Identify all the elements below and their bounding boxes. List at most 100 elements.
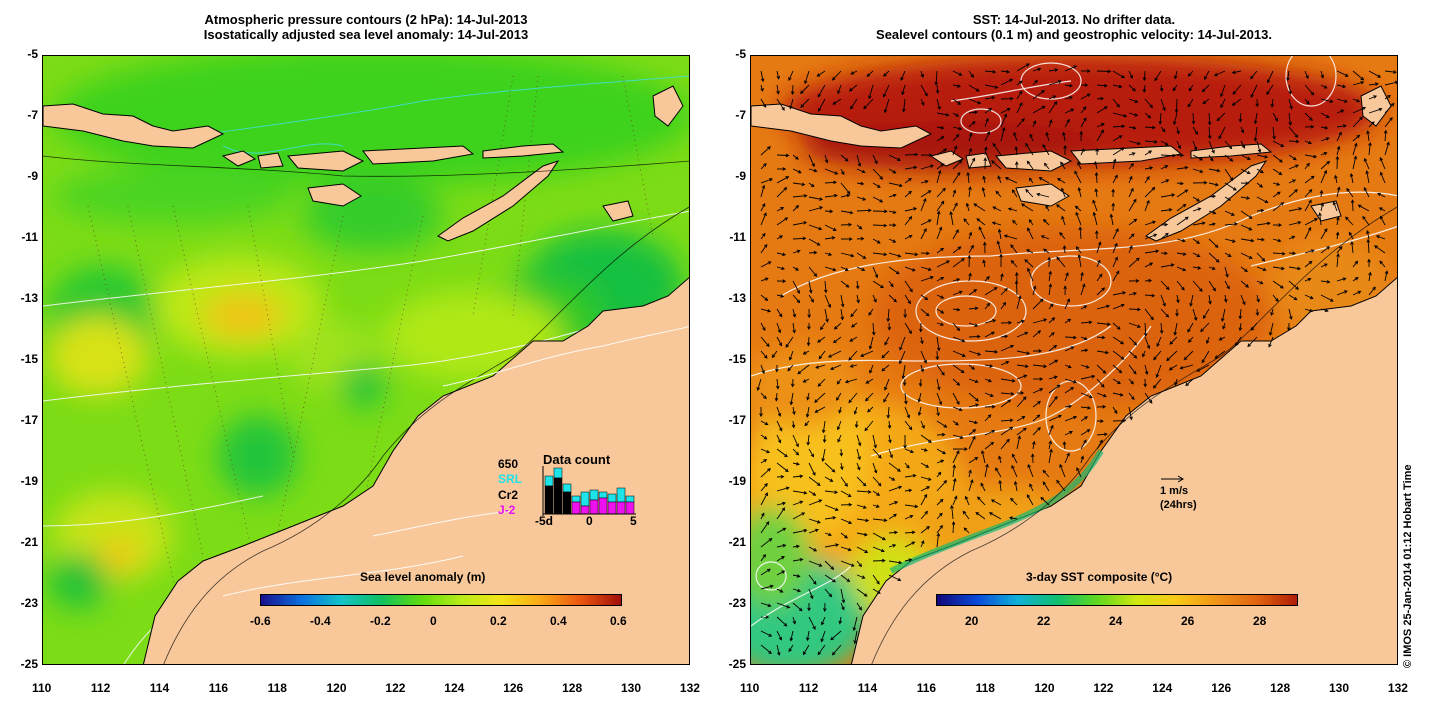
lon-tick-label: 130 <box>1329 681 1350 695</box>
velocity-arrowhead <box>1129 75 1133 80</box>
velocity-arrow <box>834 322 842 330</box>
velocity-arrow <box>883 70 890 77</box>
velocity-arrow <box>792 490 807 494</box>
velocity-arrowhead <box>1039 298 1044 303</box>
velocity-arrowhead <box>1056 256 1060 261</box>
velocity-arrowhead <box>797 170 802 174</box>
velocity-arrow <box>1192 280 1203 292</box>
velocity-arrowhead <box>776 90 780 95</box>
velocity-arrowhead <box>1021 203 1025 207</box>
velocity-arrowhead <box>1026 494 1031 498</box>
velocity-arrowhead <box>881 367 886 372</box>
velocity-arrow <box>792 195 807 198</box>
velocity-arrowhead <box>811 163 815 168</box>
velocity-arrowhead <box>1164 165 1169 169</box>
velocity-arrowhead <box>1024 364 1029 369</box>
velocity-arrowhead <box>924 296 929 301</box>
velocity-arrowhead <box>1104 432 1108 437</box>
velocity-arrowhead <box>942 187 946 192</box>
velocity-arrow <box>1256 308 1259 316</box>
velocity-arrowhead <box>1010 392 1015 396</box>
velocity-arrow <box>840 574 850 582</box>
velocity-arrow <box>1176 216 1189 226</box>
velocity-arrowhead <box>829 478 834 482</box>
velocity-arrowhead <box>977 100 982 105</box>
velocity-arrowhead <box>897 254 902 258</box>
velocity-arrowhead <box>1377 74 1382 78</box>
velocity-arrow <box>856 574 865 579</box>
velocity-arrow <box>1128 233 1135 240</box>
velocity-arrow <box>1384 130 1387 142</box>
velocity-arrow <box>808 490 816 496</box>
velocity-arrow <box>952 229 959 240</box>
velocity-arrow <box>992 206 1002 212</box>
velocity-arrow <box>1064 416 1077 422</box>
velocity-arrow <box>1045 205 1050 212</box>
velocity-arrowhead <box>817 339 821 343</box>
velocity-arrowhead <box>909 288 913 293</box>
velocity-arrow <box>1239 322 1242 331</box>
velocity-arrowhead <box>899 183 903 188</box>
velocity-arrowhead <box>796 249 801 254</box>
velocity-arrow <box>1112 147 1125 156</box>
lon-tick-label: 126 <box>1211 681 1232 695</box>
velocity-arrowhead <box>818 499 823 503</box>
velocity-arrow <box>1272 112 1278 122</box>
velocity-arrow <box>1159 112 1162 124</box>
velocity-arrow <box>920 165 934 170</box>
velocity-arrowhead <box>860 353 865 357</box>
velocity-arrow <box>1027 227 1034 240</box>
velocity-arrowhead <box>1338 131 1342 136</box>
velocity-arrowhead <box>1380 215 1384 220</box>
velocity-arrowhead <box>1255 312 1260 317</box>
velocity-arrow <box>1201 350 1210 363</box>
velocity-arrow <box>1016 295 1021 310</box>
velocity-arrowhead <box>1117 380 1122 385</box>
velocity-arrowhead <box>963 218 968 222</box>
velocity-arrowhead <box>1326 160 1331 165</box>
velocity-arrowhead <box>761 370 765 375</box>
velocity-arrowhead <box>1054 68 1059 72</box>
velocity-arrow <box>936 499 944 506</box>
velocity-arrow <box>856 504 867 509</box>
velocity-arrow <box>792 266 799 271</box>
velocity-arrowhead <box>1212 194 1217 199</box>
velocity-arrowhead <box>1176 130 1180 135</box>
velocity-arrowhead <box>1067 318 1072 323</box>
histogram-bar-base <box>571 501 581 515</box>
velocity-arrowhead <box>1214 355 1219 359</box>
velocity-arrow <box>920 276 934 282</box>
velocity-arrow <box>840 476 848 487</box>
velocity-arrowhead <box>1054 359 1059 364</box>
velocity-arrowhead <box>785 468 789 473</box>
velocity-arrowhead <box>779 427 783 432</box>
velocity-arrow <box>1304 163 1310 170</box>
velocity-arrowhead <box>824 159 829 164</box>
velocity-arrow <box>1025 189 1034 198</box>
velocity-arrow <box>1128 176 1133 184</box>
velocity-arrowhead <box>940 200 945 205</box>
velocity-arrowhead <box>923 448 928 452</box>
velocity-arrowhead <box>965 202 970 207</box>
velocity-arrow <box>1288 84 1292 94</box>
velocity-arrow <box>824 181 837 184</box>
velocity-arrow <box>1128 392 1135 400</box>
velocity-arrowhead <box>1134 99 1139 103</box>
velocity-arrowhead <box>1070 346 1075 350</box>
velocity-arrow <box>1160 154 1176 157</box>
velocity-arrow <box>888 210 896 214</box>
velocity-arrow <box>776 84 779 94</box>
velocity-arrow <box>1048 425 1054 436</box>
velocity-arrow <box>808 499 822 506</box>
velocity-arrow <box>1320 246 1330 254</box>
velocity-arrowhead <box>767 603 772 608</box>
velocity-arrow <box>952 521 955 534</box>
velocity-arrow <box>920 350 927 364</box>
velocity-arrow <box>984 464 988 478</box>
velocity-arrowhead <box>1148 399 1153 404</box>
velocity-arrowhead <box>883 252 888 257</box>
velocity-arrow <box>820 322 826 330</box>
velocity-arrow <box>848 392 858 403</box>
velocity-arrow <box>1128 199 1137 212</box>
velocity-arrowhead <box>1295 139 1300 144</box>
